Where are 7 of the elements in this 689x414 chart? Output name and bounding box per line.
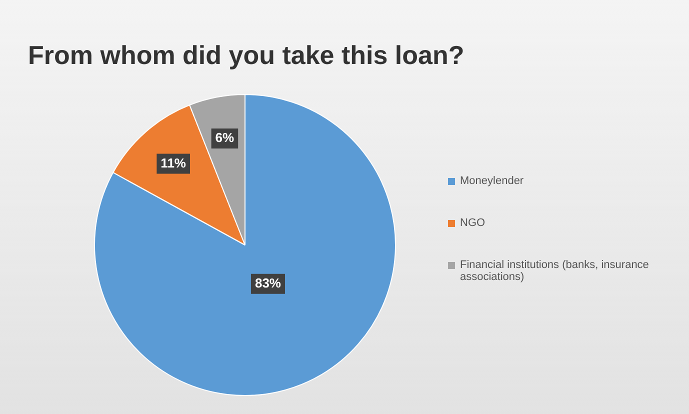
legend-label: Financial institutions (banks, insurance associations) xyxy=(460,259,650,283)
chart-title: From whom did you take this loan? xyxy=(28,40,464,71)
data-label: 83% xyxy=(254,275,282,290)
legend-label: NGO xyxy=(460,217,486,229)
data-label: 11% xyxy=(160,155,186,170)
slice-label: Moneylender xyxy=(460,175,524,187)
data-label: 6% xyxy=(215,130,235,146)
